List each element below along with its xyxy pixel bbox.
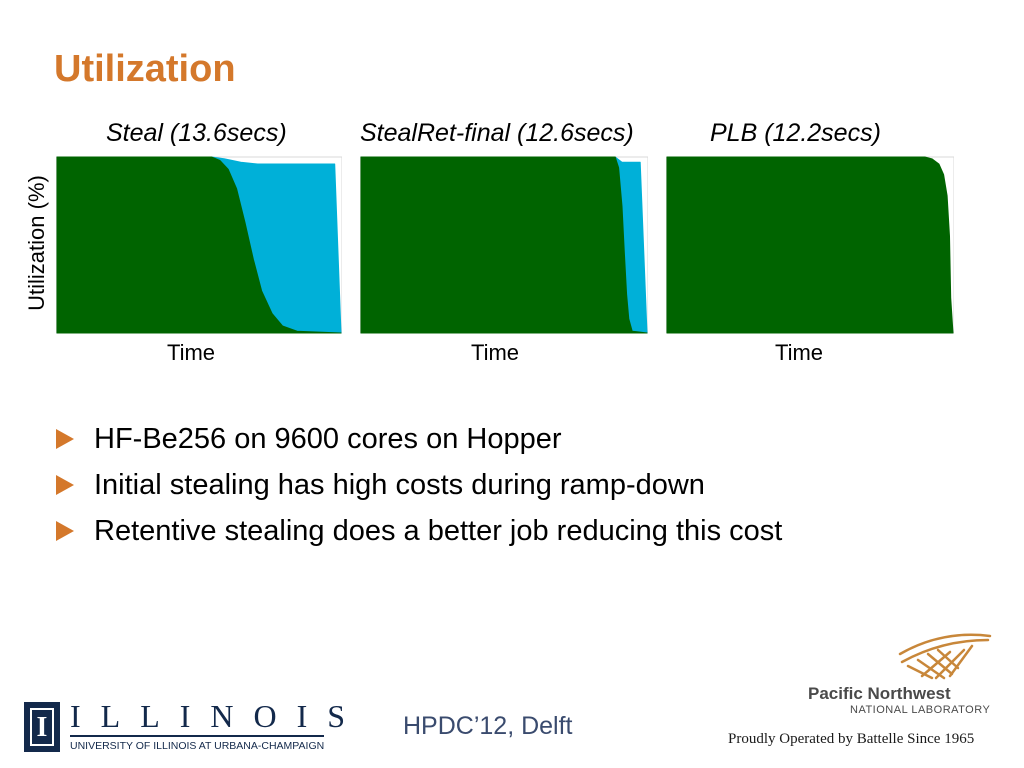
pnnl-logo: Pacific Northwest NATIONAL LABORATORY Pr…: [722, 632, 1002, 762]
area-series-0: [360, 156, 648, 334]
area-series-0: [666, 156, 954, 334]
bullet-item: HF-Be256 on 9600 cores on Hopper: [56, 416, 782, 462]
pnnl-lattice-icon: [898, 633, 992, 680]
illinois-subtitle: UNIVERSITY OF ILLINOIS AT URBANA-CHAMPAI…: [70, 740, 325, 752]
triangle-bullet-icon: [56, 429, 74, 449]
slide-title: Utilization: [54, 48, 236, 90]
pnnl-lab: NATIONAL LABORATORY: [850, 704, 991, 716]
y-axis-label: Utilization (%): [24, 175, 49, 311]
bullet-text: Retentive stealing does a better job red…: [94, 514, 783, 547]
illinois-divider: [70, 735, 324, 737]
x-axis-label-stealret: Time: [470, 340, 520, 365]
pnnl-name: Pacific Northwest: [808, 684, 951, 703]
chart-title-steal: Steal (13.6secs): [106, 119, 287, 147]
bullet-text: Initial stealing has high costs during r…: [94, 468, 705, 501]
bullet-list: HF-Be256 on 9600 cores on Hopper Initial…: [56, 416, 782, 554]
triangle-bullet-icon: [56, 475, 74, 495]
chart-title-stealret: StealRet-final (12.6secs): [360, 119, 634, 147]
pnnl-battelle: Proudly Operated by Battelle Since 1965: [728, 731, 975, 747]
illinois-seal-letter: I: [30, 708, 54, 746]
footer-text: HPDC’12, Delft: [403, 712, 573, 740]
x-axis-label-steal: Time: [166, 340, 216, 365]
chart-plb: [666, 156, 954, 334]
illinois-seal-icon: I: [24, 702, 60, 752]
area-series-0: [56, 156, 342, 334]
triangle-bullet-icon: [56, 521, 74, 541]
bullet-item: Retentive stealing does a better job red…: [56, 508, 782, 554]
bullet-text: HF-Be256 on 9600 cores on Hopper: [94, 422, 562, 455]
chart-stealret: [360, 156, 648, 334]
chart-title-plb: PLB (12.2secs): [710, 119, 881, 147]
x-axis-label-plb: Time: [774, 340, 824, 365]
chart-steal: [56, 156, 342, 334]
bullet-item: Initial stealing has high costs during r…: [56, 462, 782, 508]
illinois-wordmark: ILLINOIS: [70, 698, 366, 734]
illinois-logo: I ILLINOIS UNIVERSITY OF ILLINOIS AT URB…: [24, 698, 345, 754]
